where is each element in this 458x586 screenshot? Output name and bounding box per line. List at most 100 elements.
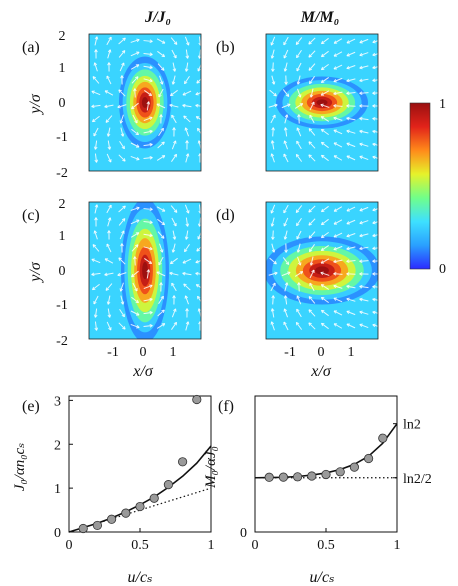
field-arrow-head <box>108 159 112 163</box>
field-arrow <box>271 140 275 150</box>
field-arrow-head <box>273 92 277 97</box>
field-arrow-head <box>308 248 313 253</box>
field-arrow-head <box>106 133 111 137</box>
x-axis-label: x/σ <box>310 363 332 380</box>
field-arrow-head <box>195 116 200 120</box>
field-arrow-head <box>158 93 162 98</box>
field-arrow <box>130 51 140 57</box>
field-arrow <box>94 321 98 331</box>
field-arrow <box>184 75 190 85</box>
field-arrow <box>283 153 289 163</box>
field-arrow-head <box>270 321 275 325</box>
field-arrow <box>143 311 153 315</box>
data-point <box>307 471 317 481</box>
field-arrow-head <box>104 90 109 94</box>
x-tick-label: 0 <box>66 538 73 553</box>
y-axis-label-e: J₀/αn₀cₛ <box>12 443 28 491</box>
field-arrow-head <box>346 78 350 83</box>
field-arrow-head <box>296 140 300 145</box>
data-point <box>178 457 188 467</box>
field-arrow <box>271 243 275 253</box>
field-arrow <box>372 92 378 94</box>
field-arrow-head <box>135 232 140 236</box>
x-tick-label: 1 <box>394 538 401 553</box>
field-arrow-head <box>122 37 126 42</box>
field-arrow <box>94 140 98 150</box>
field-arrow-head <box>296 235 300 240</box>
field-arrow <box>270 204 276 214</box>
field-arrow <box>182 90 192 96</box>
field-arrow-head <box>372 246 376 251</box>
field-arrow <box>104 104 114 108</box>
field-arrow <box>346 233 356 237</box>
field-arrow-head <box>131 273 135 278</box>
data-point <box>121 508 131 518</box>
field-arrow-head <box>346 91 350 96</box>
field-arrow <box>106 36 112 46</box>
field-arrow <box>172 75 176 85</box>
field-arrow-head <box>346 323 350 327</box>
y-tick-label: 2 <box>54 438 61 453</box>
field-arrow-head <box>184 68 189 72</box>
field-arrow-head <box>93 230 98 234</box>
field-arrow-head <box>296 295 300 299</box>
field-arrow <box>333 206 343 212</box>
field-arrow <box>320 272 330 276</box>
field-arrow <box>196 78 201 84</box>
field-arrow <box>171 49 177 59</box>
field-arrow <box>94 153 98 163</box>
x-tick-label: 1 <box>170 345 177 360</box>
field-arrow-head <box>92 76 97 80</box>
field-arrow-head <box>283 153 287 158</box>
y-axis-label: y/σ <box>27 261 44 284</box>
field-arrow <box>131 128 139 136</box>
field-arrow <box>143 233 153 237</box>
field-arrow <box>185 321 189 331</box>
field-arrow <box>333 273 343 275</box>
field-arrow-head <box>106 301 111 305</box>
field-arrow <box>320 116 330 122</box>
field-arrow-head <box>197 295 201 300</box>
field-arrow <box>156 103 166 109</box>
field-arrow <box>93 295 99 305</box>
field-arrow-head <box>283 223 287 227</box>
field-arrow <box>118 257 126 265</box>
field-arrow-head <box>283 236 288 240</box>
field-arrow <box>120 114 124 124</box>
field-arrow-head <box>346 208 350 212</box>
field-arrow <box>106 204 112 214</box>
heatmap-panel-c <box>88 201 202 340</box>
field-arrow-head <box>296 127 300 131</box>
field-arrow-head <box>172 236 177 240</box>
field-arrow <box>195 92 201 95</box>
field-arrow-head <box>133 88 137 92</box>
field-arrow <box>333 219 343 225</box>
field-arrow <box>321 154 329 162</box>
data-point <box>292 472 303 482</box>
field-arrow <box>346 51 356 57</box>
field-arrow-head <box>161 235 165 239</box>
field-arrow <box>284 282 288 292</box>
field-arrow-head <box>296 81 301 85</box>
field-arrow <box>195 116 201 121</box>
field-arrow <box>143 52 153 56</box>
field-arrow <box>333 245 343 251</box>
colorbar: 1 0 <box>409 97 446 277</box>
field-arrow <box>359 298 369 302</box>
field-arrow-head <box>274 103 278 108</box>
field-arrow-head <box>320 234 325 239</box>
field-arrow-head <box>92 244 97 248</box>
field-arrow-head <box>333 310 338 314</box>
field-arrow-head <box>159 282 163 286</box>
field-arrow <box>359 65 369 69</box>
field-arrow-head <box>372 91 376 95</box>
field-arrow <box>308 218 316 226</box>
field-arrow-head <box>161 208 166 212</box>
plot-panel-e: 0 0.5 1 0 1 2 3 <box>54 394 215 553</box>
y-tick-label: 2 <box>59 197 66 212</box>
field-arrow <box>309 282 315 292</box>
field-arrow-head <box>135 244 139 248</box>
field-arrow <box>308 128 316 136</box>
field-arrow <box>93 127 99 137</box>
field-arrow-head <box>92 118 96 123</box>
